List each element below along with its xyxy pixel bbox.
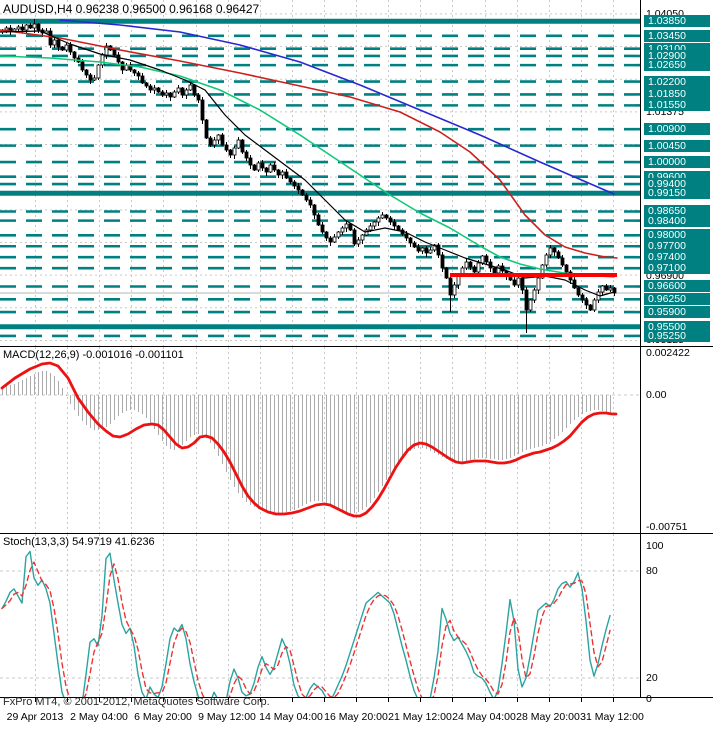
chart-title: AUDUSD,H4 0.96238 0.96500 0.96168 0.9642… xyxy=(3,2,260,16)
price-badge: 0.96250 xyxy=(644,293,710,306)
macd-axis-label: 0.00 xyxy=(646,389,667,401)
price-badge: 1.00000 xyxy=(644,156,710,169)
price-badge: 0.95250 xyxy=(644,329,710,342)
stoch-panel[interactable]: Stoch(13,3,3) 54.9719 41.6236 100 80 20 0 xyxy=(0,534,713,705)
time-tick xyxy=(131,698,132,702)
time-tick xyxy=(163,698,164,702)
price-badge: 1.02200 xyxy=(644,75,710,88)
time-tick xyxy=(613,698,614,702)
time-tick xyxy=(35,698,36,702)
macd-axis-label: 0.002422 xyxy=(646,347,690,359)
time-tick xyxy=(517,698,518,702)
time-label: 9 May 12:00 xyxy=(198,711,256,723)
time-axis: 29 Apr 2013 2 May 04:00 6 May 20:00 9 May 1… xyxy=(0,698,713,729)
price-badge: 1.03850 xyxy=(644,15,710,28)
time-tick xyxy=(420,698,421,702)
macd-label: MACD(12,26,9) -0.001016 -0.001101 xyxy=(3,349,184,361)
time-label: 31 May 12:00 xyxy=(580,711,644,723)
time-tick xyxy=(292,698,293,702)
price-badge: 0.98400 xyxy=(644,214,710,227)
ma-black-fast xyxy=(0,30,615,297)
price-badge: 0.97100 xyxy=(644,262,710,275)
stoch-plot xyxy=(0,534,641,697)
time-tick xyxy=(67,698,68,702)
time-tick xyxy=(485,698,486,702)
price-badge: 0.97700 xyxy=(644,240,710,253)
stoch-axis-label: 20 xyxy=(646,672,658,684)
time-tick xyxy=(99,698,100,702)
main-chart-plot xyxy=(0,0,641,346)
time-label: 28 May 20:00 xyxy=(516,711,580,723)
time-tick xyxy=(196,698,197,702)
price-badge: 1.01550 xyxy=(644,99,710,112)
time-tick xyxy=(260,698,261,702)
price-badge: 1.00900 xyxy=(644,123,710,136)
stoch-axis-label: 80 xyxy=(646,565,658,577)
price-badge: 1.02900 xyxy=(644,49,710,62)
time-label: 21 May 12:00 xyxy=(388,711,452,723)
price-badge: 1.00450 xyxy=(644,139,710,152)
stoch-axis-label: 100 xyxy=(646,540,664,552)
time-tick xyxy=(549,698,550,702)
macd-plot xyxy=(0,347,641,533)
stoch-label: Stoch(13,3,3) 54.9719 41.6236 xyxy=(3,536,155,548)
stoch-axis-label: 0 xyxy=(646,693,652,705)
ma-blue-slow xyxy=(59,19,615,195)
time-tick xyxy=(452,698,453,702)
macd-panel[interactable]: MACD(12,26,9) -0.001016 -0.001101 0.0024… xyxy=(0,347,713,534)
time-label: 6 May 20:00 xyxy=(134,711,192,723)
time-tick xyxy=(228,698,229,702)
time-label: 16 May 20:00 xyxy=(324,711,388,723)
stoch-k-line xyxy=(1,550,611,697)
stoch-d-line xyxy=(1,561,611,697)
macd-signal-line xyxy=(0,361,618,518)
price-badge: 1.02650 xyxy=(644,59,710,72)
price-badge: 0.98650 xyxy=(644,205,710,218)
time-tick xyxy=(388,698,389,702)
ma-green xyxy=(0,55,615,278)
price-badge: 0.98000 xyxy=(644,229,710,242)
time-label: 2 May 04:00 xyxy=(70,711,128,723)
candles-layer xyxy=(0,19,617,333)
macd-axis-label: -0.00751 xyxy=(646,521,688,533)
price-badge: 0.96600 xyxy=(644,280,710,293)
time-label: 14 May 04:00 xyxy=(259,711,323,723)
price-badge: 1.03450 xyxy=(644,29,710,42)
price-badge: 1.01850 xyxy=(644,88,710,101)
price-badge: 0.99150 xyxy=(644,187,710,200)
price-badge: 0.99400 xyxy=(644,178,710,191)
time-label: 29 Apr 2013 xyxy=(6,711,64,723)
time-tick xyxy=(356,698,357,702)
price-badge: 0.95500 xyxy=(644,320,710,333)
time-tick xyxy=(581,698,582,702)
ma-red xyxy=(0,29,618,259)
price-badge: 0.97400 xyxy=(644,251,710,264)
main-chart-panel[interactable]: AUDUSD,H4 0.96238 0.96500 0.96168 0.9642… xyxy=(0,0,713,347)
price-badge: 0.95900 xyxy=(644,306,710,319)
time-label: 24 May 04:00 xyxy=(452,711,516,723)
watermark: FxPro MT4, © 2001-2012, MetaQuotes Softw… xyxy=(3,696,270,708)
time-tick xyxy=(324,698,325,702)
